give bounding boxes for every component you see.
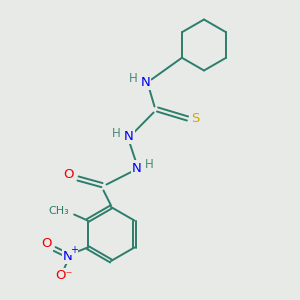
Text: H: H: [112, 127, 121, 140]
Text: N: N: [63, 250, 73, 263]
Text: N: N: [132, 161, 141, 175]
Text: +: +: [70, 245, 78, 255]
Text: H: H: [128, 72, 137, 86]
Text: O⁻: O⁻: [55, 268, 72, 282]
Text: H: H: [145, 158, 154, 171]
Text: O: O: [41, 237, 52, 250]
Text: S: S: [191, 112, 199, 125]
Text: O: O: [64, 167, 74, 181]
Text: N: N: [141, 76, 150, 89]
Text: N: N: [124, 130, 134, 143]
Text: CH₃: CH₃: [49, 206, 70, 217]
